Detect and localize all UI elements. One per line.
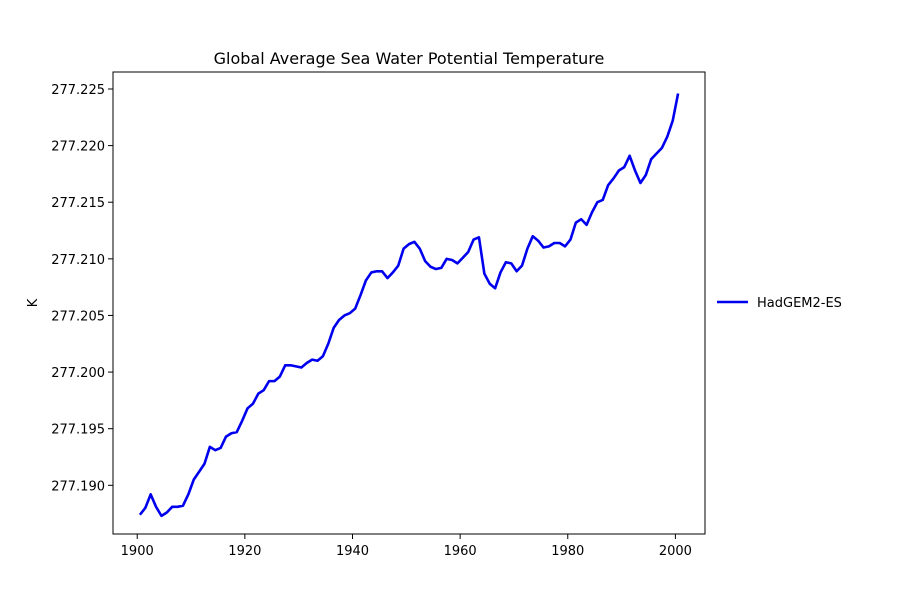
y-tick-label: 277.210	[51, 253, 105, 268]
y-axis: 277.190 277.195 277.200 277.205 277.210 277.2…	[51, 83, 113, 494]
x-tick-label: 1920	[228, 544, 261, 559]
y-tick-label: 277.205	[51, 309, 105, 324]
y-tick-label: 277.225	[51, 83, 105, 98]
y-axis-label: K	[26, 298, 41, 307]
x-tick-label: 1980	[551, 544, 584, 559]
x-tick-label: 1900	[121, 544, 154, 559]
plot-line-layer	[138, 93, 680, 518]
legend-label-hadgem2-es: HadGEM2-ES	[757, 296, 842, 311]
y-tick-label: 277.190	[51, 479, 105, 494]
y-tick-label: 277.200	[51, 366, 105, 381]
y-tick-label: 277.220	[51, 140, 105, 155]
y-tick-label: 277.215	[51, 196, 105, 211]
x-tick-label: 2000	[659, 544, 692, 559]
x-axis: 1900 1920 1940 1960 1980 2000	[121, 534, 692, 559]
legend: HadGEM2-ES	[717, 296, 842, 311]
y-tick-label: 277.195	[51, 423, 105, 438]
x-tick-label: 1940	[336, 544, 369, 559]
x-tick-label: 1960	[444, 544, 477, 559]
chart-title: Global Average Sea Water Potential Tempe…	[214, 49, 605, 68]
series-line-hadgem2-es	[138, 93, 680, 518]
plot-area-frame	[112, 71, 706, 535]
